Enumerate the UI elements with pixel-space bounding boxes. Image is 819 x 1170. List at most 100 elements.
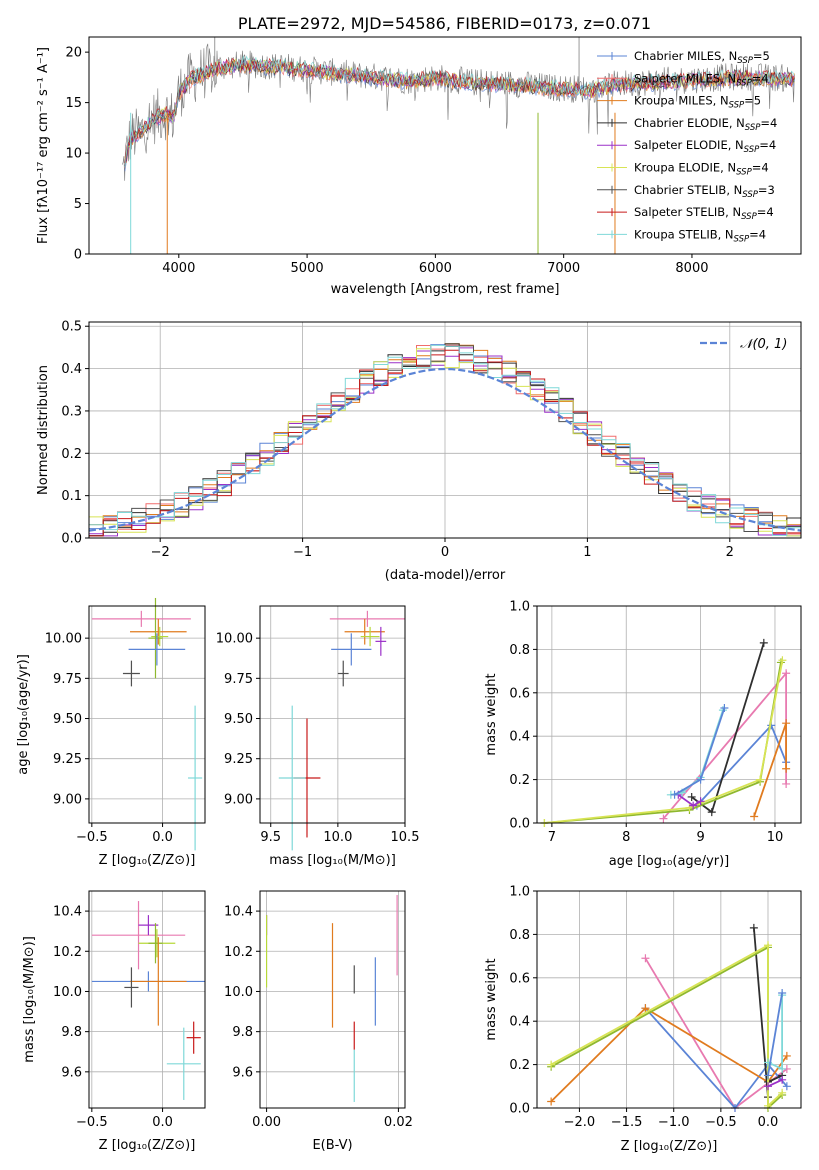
y-tick-label: 0.2 — [61, 447, 82, 462]
error-bar — [360, 626, 380, 647]
legend-text: Chabrier ELODIE, N — [634, 116, 745, 130]
error-bar — [130, 937, 187, 1026]
legend-count: =4 — [757, 205, 774, 219]
y-tick-label: 9.50 — [53, 712, 82, 727]
y-tick-label: 0.8 — [509, 928, 530, 943]
y-tick-label: 9.25 — [53, 752, 82, 767]
x-tick-label: 0.02 — [384, 1115, 413, 1130]
x-tick-label: −1.5 — [611, 1115, 643, 1130]
x-axis-label: (data-model)/error — [385, 568, 506, 583]
spectrum-panel: 4000 5000 6000 7000 8000 0 5 10 15 20 wavelength [… — [36, 36, 802, 297]
y-tick-label: 0.6 — [509, 971, 530, 986]
x-axis-label: Z [log₁₀(Z/Z⊙)] — [99, 1138, 196, 1153]
error-bar — [166, 1027, 201, 1100]
weight-series — [550, 943, 783, 1108]
legend-text: Kroupa ELODIE, N — [634, 161, 736, 175]
legend-count: =3 — [758, 183, 775, 197]
y-tick-label: 10.0 — [53, 985, 82, 1000]
weight-marker — [750, 812, 759, 821]
age_vs_Z-panel: −0.5 0.0 9.00 9.25 9.50 9.75 10.00 Z [log₁₀(Z/Z… — [16, 597, 206, 868]
legend-subscript: SSP — [736, 78, 752, 88]
x-tick-label: 9.5 — [260, 830, 281, 845]
y-tick-label: 9.50 — [224, 712, 253, 727]
weight-marker — [778, 656, 787, 665]
weight-series — [550, 945, 783, 1111]
x-tick-label: 10.5 — [391, 830, 420, 845]
x-tick-label: 0.00 — [252, 1115, 281, 1130]
y-tick-label: 9.6 — [232, 1065, 253, 1080]
x-axis-label: E(B-V) — [312, 1138, 352, 1153]
axes-frame — [88, 605, 206, 824]
weight-series — [696, 723, 787, 807]
legend-count: =4 — [759, 138, 776, 152]
weight-series — [753, 722, 787, 817]
x-tick-label: 10 — [767, 830, 784, 845]
y-axis-label: mass weight — [484, 673, 499, 755]
figure-title: PLATE=2972, MJD=54586, FIBERID=0173, z=0… — [238, 14, 651, 33]
y-axis-label: mass weight — [484, 958, 499, 1040]
residuals-panel: −2 −1 0 1 2 0.0 0.1 0.2 0.3 0.4 0.5 (data-model)/er… — [36, 320, 802, 583]
legend-label: Kroupa ELODIE, NSSP=4 — [634, 161, 769, 178]
weight-marker — [782, 1051, 791, 1060]
x-tick-label: 7000 — [547, 261, 580, 276]
y-tick-label: 20 — [65, 46, 82, 61]
y-tick-label: 5 — [74, 197, 82, 212]
weight-marker — [782, 1082, 791, 1091]
error-bar — [344, 618, 385, 645]
x-tick-label: −0.5 — [76, 830, 108, 845]
x-tick-label: 10.0 — [323, 830, 352, 845]
weight-lines — [547, 923, 791, 1112]
weight-marker — [764, 1082, 772, 1091]
legend-label: Chabrier ELODIE, NSSP=4 — [634, 116, 777, 133]
axes-frame — [88, 890, 206, 1109]
legend-text: Salpeter MILES, N — [634, 71, 736, 85]
weight-marker — [641, 1004, 650, 1013]
weight_vs_Z-panel: −2.0 −1.5 −1.0 −0.5 0.0 0.0 0.2 0.4 0.6 0.8 1.0 Z [… — [484, 885, 802, 1154]
error-bar — [148, 923, 163, 964]
weight-marker — [547, 1060, 556, 1069]
x-tick-label: 2 — [726, 545, 734, 560]
legend-count: =5 — [744, 94, 761, 108]
y-tick-label: 9.00 — [53, 792, 82, 807]
y-tick-label: 9.6 — [61, 1065, 82, 1080]
weight-marker — [641, 954, 650, 963]
x-tick-label: 9 — [696, 830, 704, 845]
weight-marker — [707, 808, 716, 817]
legend-subscript: SSP — [729, 101, 745, 111]
y-tick-label: 0.8 — [509, 643, 530, 658]
legend-text: Kroupa MILES, N — [634, 94, 729, 108]
weight-marker — [778, 1064, 787, 1073]
y-tick-label: 9.75 — [53, 672, 82, 687]
x-axis-label: Z [log₁₀(Z/Z⊙)] — [99, 853, 196, 868]
weight-marker — [764, 1071, 772, 1080]
legend-label: Salpeter STELIB, NSSP=4 — [634, 205, 774, 222]
legend-subscript: SSP — [742, 190, 758, 200]
x-tick-label: 0.0 — [152, 1115, 173, 1130]
error-bar — [148, 597, 163, 679]
mass_vs_ebv-panel: 0.00 0.02 9.6 9.8 10.0 10.2 10.4 E(B-V) — [224, 890, 413, 1153]
legend-subscript: SSP — [734, 234, 750, 244]
weight-lines — [540, 638, 791, 827]
legend-text: Chabrier MILES, N — [634, 49, 737, 63]
legend-subscript: SSP — [737, 56, 753, 66]
axes-frame — [88, 321, 802, 539]
axes-frame — [536, 605, 802, 824]
y-tick-label: 10.4 — [224, 905, 253, 920]
y-axis-label: mass [log₁₀(M/M⊙)] — [22, 936, 37, 1063]
legend-text: Salpeter STELIB, N — [634, 205, 741, 219]
axes-frame — [88, 36, 802, 255]
error-bar — [130, 618, 187, 645]
weight-marker — [756, 775, 765, 784]
y-tick-label: 10.00 — [45, 632, 82, 647]
x-tick-label: 4000 — [162, 261, 195, 276]
legend-subscript: SSP — [744, 145, 760, 155]
weight-marker — [764, 941, 772, 950]
x-tick-label: −1.0 — [658, 1115, 690, 1130]
y-tick-label: 1.0 — [509, 600, 530, 615]
y-tick-label: 10.4 — [53, 905, 82, 920]
weight-series — [767, 1078, 783, 1088]
x-tick-label: 0 — [441, 545, 449, 560]
legend-subscript: SSP — [745, 123, 761, 133]
y-tick-label: 0.4 — [509, 730, 530, 745]
